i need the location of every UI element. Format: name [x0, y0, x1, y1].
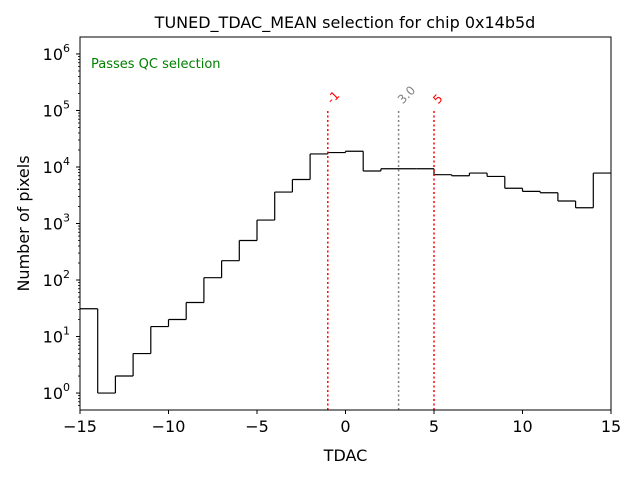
y-tick-label: 102	[43, 268, 70, 290]
threshold-lines: -1 3.0 5	[324, 83, 446, 410]
y-tick-label: 101	[43, 325, 70, 347]
y-axis-ticks: 100 101 102 103 104 105 106	[43, 42, 80, 406]
qc-annotation: Passes QC selection	[91, 57, 221, 72]
y-tick-label: 104	[43, 155, 70, 177]
y-tick-label: 105	[43, 98, 70, 120]
x-axis-label: TDAC	[323, 446, 368, 465]
x-tick-label: −5	[245, 417, 269, 436]
threshold-label: 5	[430, 91, 445, 106]
y-tick-label: 100	[43, 381, 70, 403]
plot-frame	[79, 36, 612, 411]
threshold-label: 3.0	[395, 83, 418, 106]
chart-title: TUNED_TDAC_MEAN selection for chip 0x14b…	[154, 13, 536, 33]
x-tick-label: 5	[429, 417, 439, 436]
x-tick-label: −10	[152, 417, 186, 436]
plot-area: -1 3.0 5	[79, 36, 612, 411]
y-tick-label: 103	[43, 212, 70, 234]
y-axis-label: Number of pixels	[14, 155, 33, 291]
threshold-label: -1	[324, 88, 342, 106]
x-tick-label: 10	[512, 417, 532, 436]
x-tick-label: 15	[601, 417, 621, 436]
histogram-series	[80, 150, 611, 394]
x-tick-label: 0	[340, 417, 350, 436]
x-axis-ticks: −15 −10 −5 0 5 10 15	[63, 410, 621, 436]
y-tick-label: 106	[43, 42, 70, 64]
x-tick-label: −15	[63, 417, 97, 436]
